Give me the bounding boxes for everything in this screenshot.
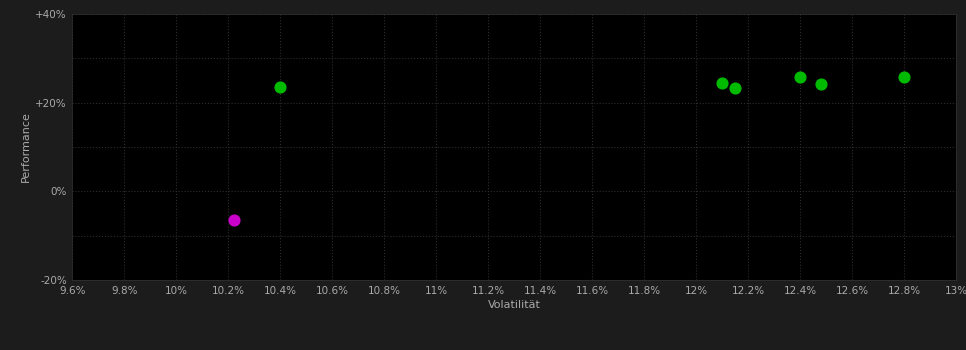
Point [793,74,809,80]
Point [727,86,743,91]
X-axis label: Volatilität: Volatilität [488,300,541,310]
Point [813,81,829,87]
Point [715,80,730,85]
Point [272,84,288,90]
Y-axis label: Performance: Performance [21,112,31,182]
Point [896,74,912,80]
Point [226,217,242,223]
